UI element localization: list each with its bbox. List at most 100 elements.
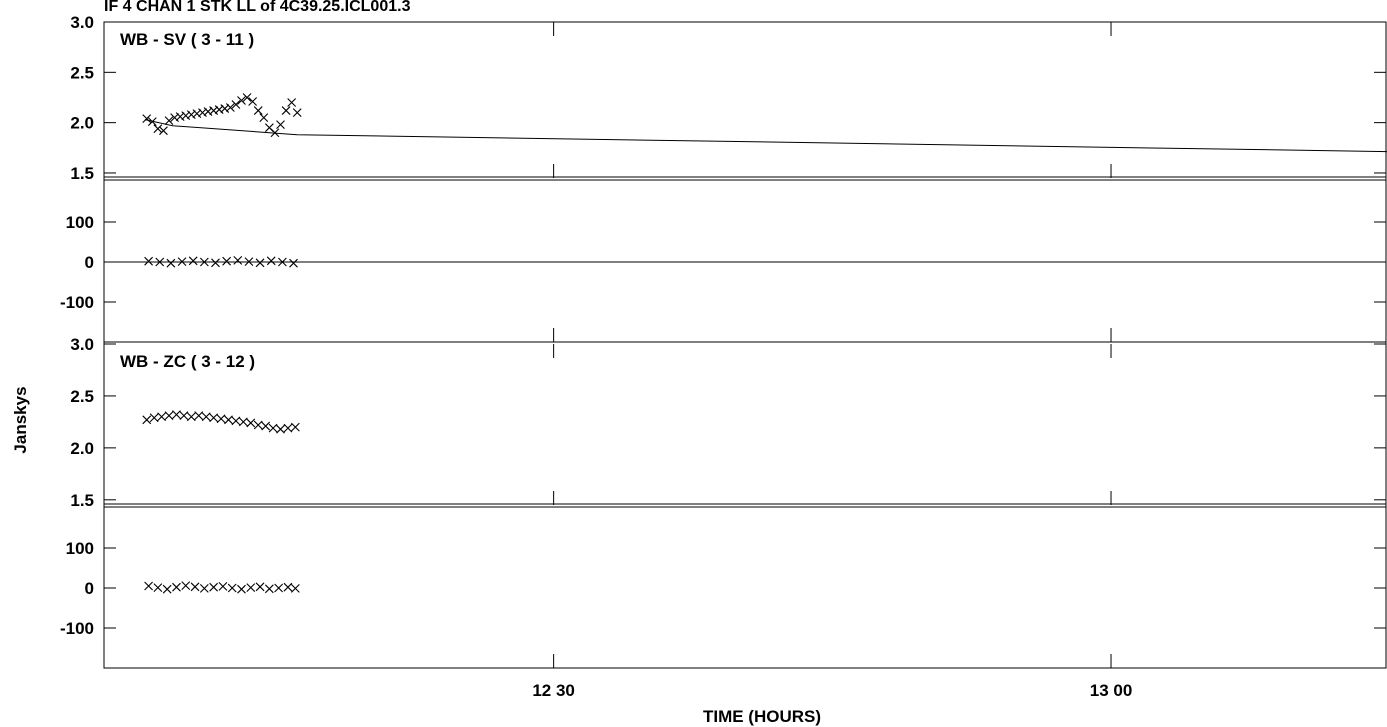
amplitude-point [186, 110, 196, 119]
amplitude-point [192, 109, 202, 118]
amplitude-point [224, 415, 233, 425]
amplitude-point [253, 420, 263, 430]
amplitude-point [261, 421, 271, 431]
amplitude-point [181, 111, 191, 120]
x-tick-label: 12 30 [532, 681, 575, 700]
phase-point [246, 583, 256, 592]
y-tick-label: 100 [66, 213, 94, 232]
y-tick-label: 2.5 [70, 63, 94, 82]
amplitude-point [259, 113, 269, 123]
amplitude-point [175, 112, 185, 121]
amplitude-point [209, 413, 219, 423]
phase-point [277, 257, 287, 267]
phase-point [172, 582, 181, 592]
x-tick-label: 13 00 [1090, 681, 1133, 700]
phase-point [144, 581, 153, 591]
amplitude-point [216, 414, 226, 424]
phase-point [244, 257, 254, 266]
amplitude-connector-line [144, 119, 1387, 153]
amplitude-point [149, 413, 159, 423]
y-tick-label: -100 [60, 293, 94, 312]
phase-point [211, 258, 220, 268]
phase-point [227, 583, 237, 593]
chart-title: IF 4 CHAN 1 STK LL of 4C39.25.ICL001.3 [104, 0, 411, 15]
y-tick-label: -100 [60, 619, 94, 638]
amplitude-point [242, 93, 252, 102]
y-tick-label: 2.5 [70, 387, 94, 406]
phase-point [199, 584, 209, 593]
phase-point [266, 256, 276, 266]
phase-point [188, 256, 198, 266]
amplitude-point [220, 104, 230, 113]
amplitude-point [290, 422, 300, 432]
amplitude-point [287, 98, 297, 107]
amplitude-point [276, 424, 285, 434]
phase-point [144, 256, 153, 266]
phase-point [190, 582, 200, 592]
phase-point [289, 258, 298, 268]
amplitude-point [147, 117, 157, 127]
amplitude-point [201, 412, 211, 422]
plot-frame [103, 21, 1387, 669]
amplitude-point [203, 107, 213, 116]
phase-point [155, 257, 165, 267]
amplitude-point [292, 108, 302, 117]
amplitude-point [186, 412, 196, 422]
y-tick-label: 0 [85, 579, 94, 598]
amplitude-point [157, 412, 166, 422]
phase-point [237, 584, 246, 594]
phase-point [255, 258, 265, 268]
amplitude-point [225, 103, 235, 112]
phase-point [290, 584, 300, 593]
amplitude-point [159, 126, 168, 136]
amplitude-point [164, 411, 174, 421]
phase-point [166, 258, 176, 268]
plot-area: WB - SV ( 3 - 11 ) 3.0 2.5 2.0 1.5 100 0 -100 WB… [60, 13, 1387, 700]
phase-point [283, 582, 293, 592]
amplitude-point [276, 120, 285, 130]
y-tick-label: 2.0 [70, 114, 94, 133]
phase-point [222, 256, 232, 266]
phase-point [264, 584, 274, 594]
phase-point [153, 583, 163, 592]
amplitude-point [164, 116, 174, 126]
y-tick-label: 3.0 [70, 335, 94, 354]
phase-point [255, 582, 265, 592]
y-tick-label: 2.0 [70, 439, 94, 458]
amplitude-point [231, 416, 241, 426]
amplitude-point [172, 410, 181, 420]
y-axis-label: Janskys [11, 386, 30, 453]
phase-point [199, 257, 209, 267]
y-tick-label: 1.5 [70, 164, 94, 183]
amplitude-point [142, 415, 152, 425]
phase-point [181, 581, 191, 590]
amplitude-point [153, 124, 163, 134]
phase-point [218, 582, 228, 591]
amplitude-point [248, 97, 258, 106]
phase-point [177, 257, 187, 266]
amplitude-point [194, 411, 204, 421]
amplitude-point [281, 106, 291, 115]
amplitude-point [198, 108, 207, 117]
y-tick-label: 3.0 [70, 13, 94, 32]
x-axis-label: TIME (HOURS) [703, 707, 821, 726]
phase-point [162, 584, 172, 594]
amplitude-point [237, 96, 246, 105]
baseline-label: WB - SV ( 3 - 11 ) [120, 30, 254, 49]
amplitude-point [246, 418, 256, 428]
amplitude-point [209, 106, 219, 115]
amplitude-point [179, 411, 189, 421]
y-tick-label: 100 [66, 539, 94, 558]
baseline-label: WB - ZC ( 3 - 12 ) [120, 352, 255, 371]
phase-point [233, 256, 243, 265]
amplitude-point [268, 423, 278, 433]
amplitude-point [253, 106, 263, 115]
phase-point [209, 582, 219, 592]
amplitude-point [283, 423, 293, 433]
amplitude-point [231, 100, 241, 109]
y-tick-label: 1.5 [70, 491, 94, 510]
phase-point [274, 583, 284, 593]
y-tick-label: 0 [85, 253, 94, 272]
amplitude-point [270, 128, 280, 138]
